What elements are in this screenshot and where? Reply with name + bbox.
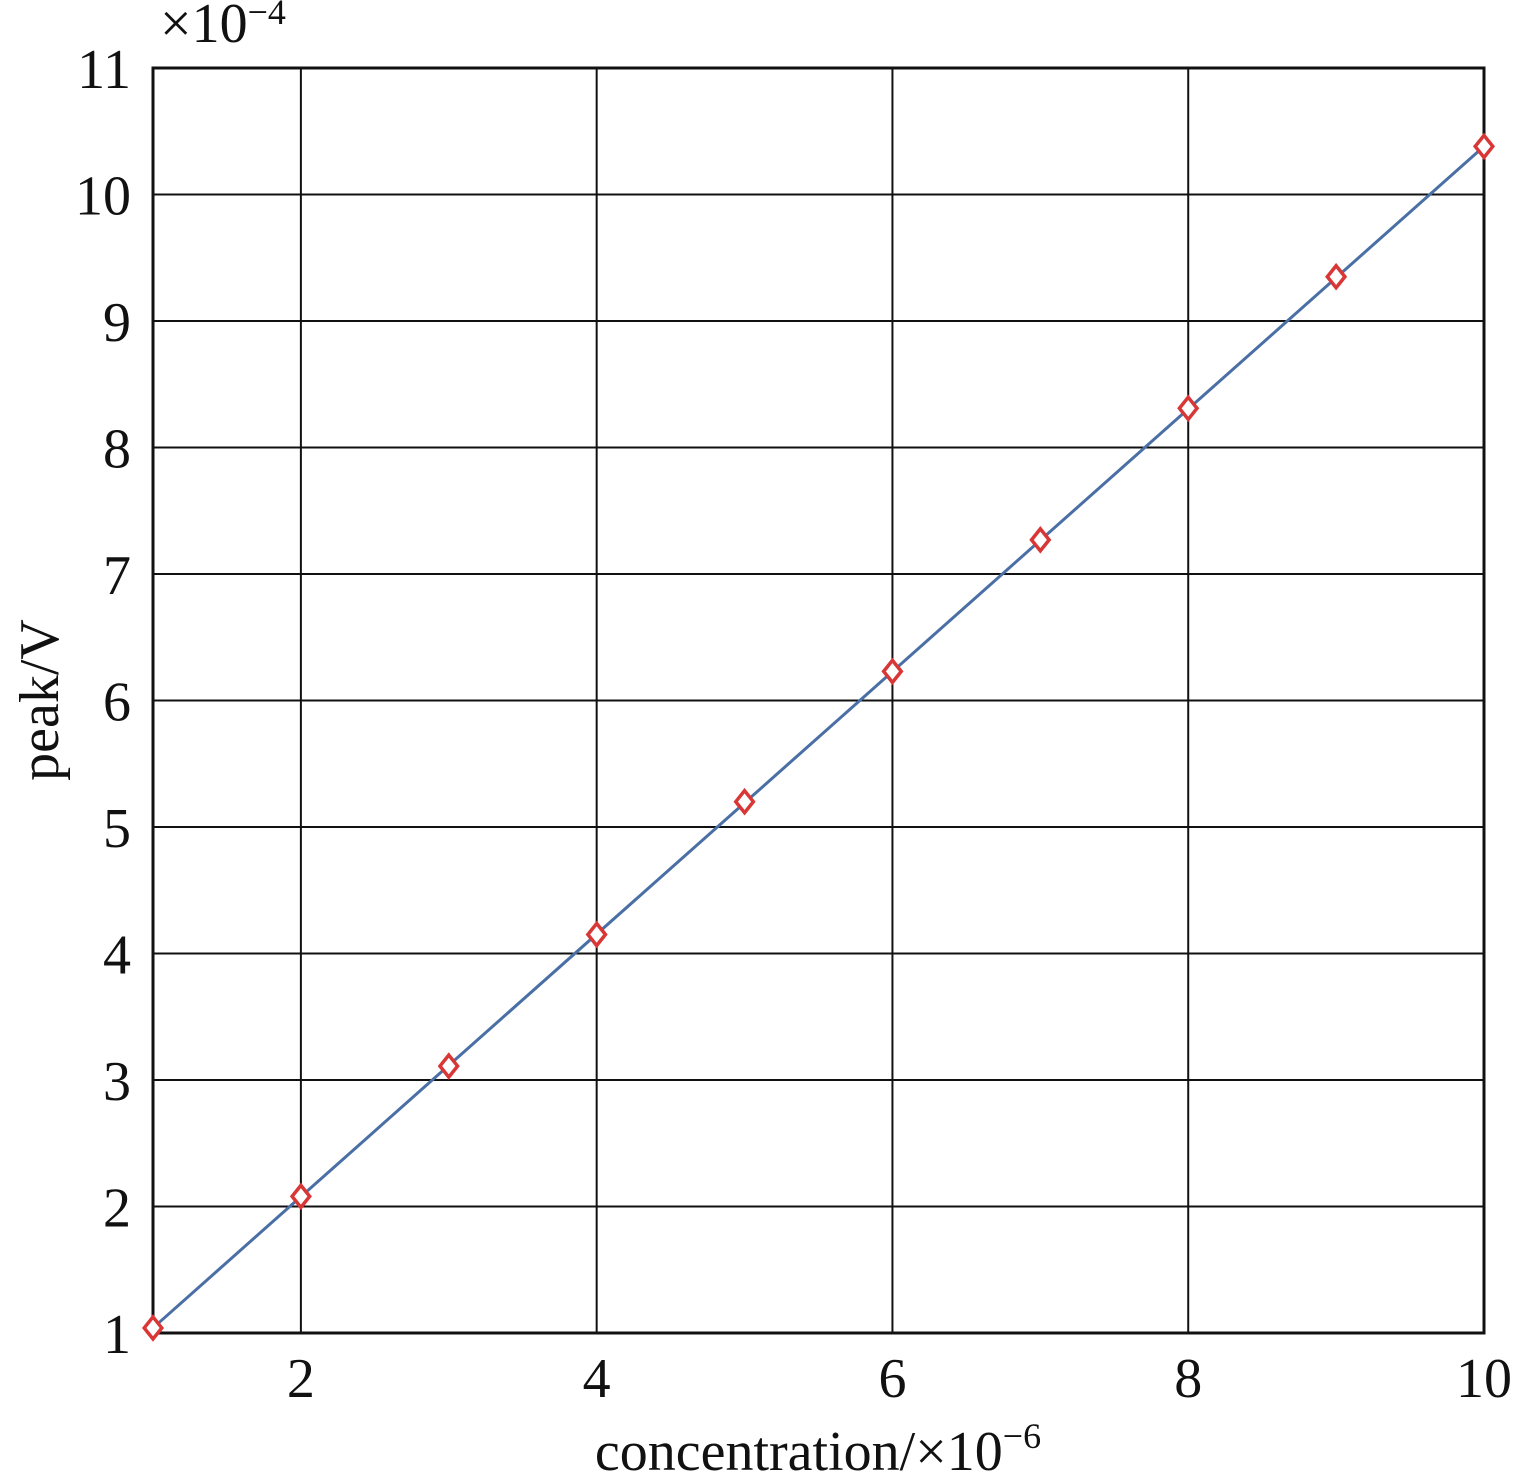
data-point [1177, 394, 1200, 423]
data-point [289, 1182, 312, 1211]
data-point [1325, 262, 1348, 291]
y-tick-label: 7 [103, 545, 131, 607]
data-point [1472, 132, 1496, 161]
y-axis-label: peak/V [9, 619, 71, 781]
x-tick-label: 4 [583, 1348, 611, 1410]
y-tick-label: 10 [75, 166, 131, 228]
y-tick-label: 11 [77, 39, 131, 101]
x-axis-label: concentration/×10−6 [595, 1416, 1041, 1477]
data-point [881, 657, 904, 686]
data-point [733, 787, 756, 816]
y-tick-label: 2 [103, 1178, 131, 1240]
data-point [141, 1314, 165, 1342]
plot-frame [151, 66, 1486, 1335]
x-tick-label: 10 [1456, 1348, 1512, 1410]
y-tick-label: 8 [103, 419, 131, 481]
y-tick-label: 3 [103, 1051, 131, 1113]
x-tick-label: 8 [1174, 1348, 1202, 1410]
data-point [1029, 526, 1052, 554]
y-scale-label: ×10−4 [160, 0, 286, 55]
y-tick-label: 9 [103, 292, 131, 354]
data-point [585, 920, 608, 949]
x-label-exponent: −6 [1003, 1416, 1041, 1456]
x-tick-label: 2 [287, 1348, 315, 1410]
x-label-text: concentration/×10 [595, 1421, 1003, 1477]
y-tick-label: 4 [103, 925, 131, 987]
x-tick-label: 6 [878, 1348, 906, 1410]
y-tick-label: 1 [103, 1304, 131, 1366]
y-tick-label: 5 [103, 798, 131, 860]
y-scale-exponent: −4 [248, 0, 286, 32]
y-scale-base: ×10 [160, 0, 248, 55]
y-tick-label: 6 [103, 672, 131, 734]
data-point [437, 1052, 460, 1080]
fit-line [152, 145, 1485, 1330]
